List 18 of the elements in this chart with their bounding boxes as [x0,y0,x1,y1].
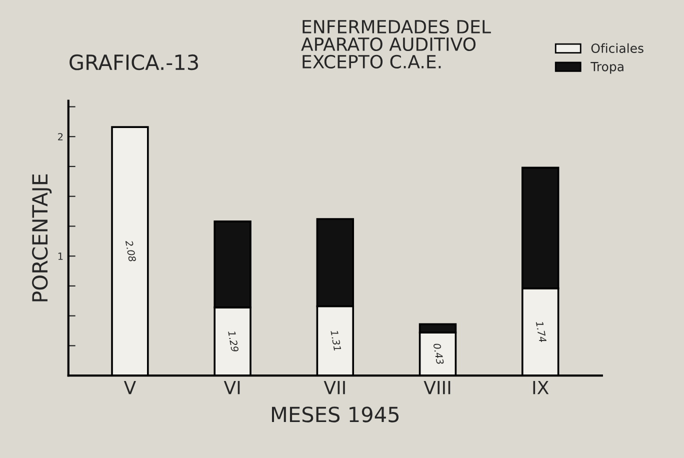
x-tick-label: VI [224,380,240,394]
y-axis-title: PORCENTAJE [32,174,52,302]
total-label: 1.31 [330,330,342,351]
x-axis-title: MESES 1945 [272,406,399,422]
x-tick-label: VII [324,380,345,394]
legend-label: Tropa [590,62,624,74]
legend-label: Oficiales [591,43,644,53]
chart-subtitle: ENFERMEDADES DEL APARATO AUDITIVO EXCEPTO C.A.E. [301,20,491,69]
total-label: 1.74 [536,320,546,342]
y-tick-label: 1 [58,252,63,260]
total-label: 0.43 [433,343,444,365]
x-tick-label: V [124,380,136,394]
total-label: 2.08 [125,240,136,262]
x-tick-label: VIII [424,380,450,394]
x-tick-label: IX [533,380,549,394]
total-label: 1.29 [228,330,239,352]
y-tick-label: 2 [58,133,63,140]
chart-title: GRAFICA.-13 [70,54,198,70]
